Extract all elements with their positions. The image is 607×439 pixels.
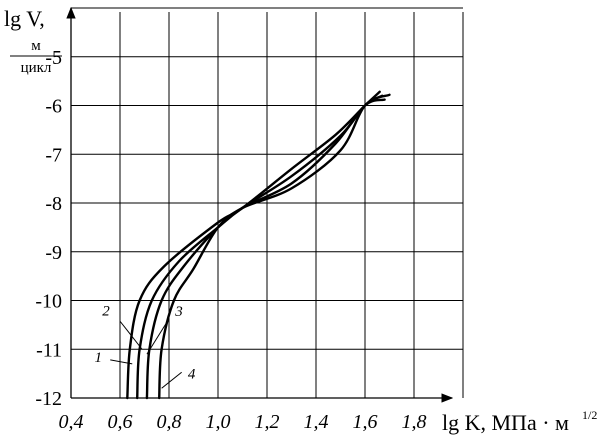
y-axis-unit-top: м [31, 38, 41, 54]
y-tick-label: -8 [45, 193, 62, 215]
y-tick-label: -11 [36, 339, 62, 361]
curve-2 [136, 94, 384, 400]
x-tick-label: 1,2 [255, 411, 280, 433]
curve-4 [158, 93, 391, 400]
tick-labels: -5 -6 -7 -8 -9 -10 -11 -120,4 0,6 0,8 1,0 1,2 1,4 1,6… [35, 47, 426, 433]
curve-label-leader [161, 371, 182, 389]
x-tick-label: 1,6 [353, 411, 378, 433]
y-tick-label: -5 [45, 47, 62, 69]
curve-labels: 1 2 3 4 [95, 303, 196, 389]
x-tick-label: 1,4 [304, 411, 329, 433]
x-axis-label-exponent: 1/2 [582, 408, 597, 422]
x-tick-label: 0,6 [108, 411, 133, 433]
curve-label-leader [110, 359, 133, 365]
y-tick-label: -9 [45, 242, 62, 264]
x-axis-label: lg K, МПа · м [442, 410, 569, 435]
curve-label-leader [119, 320, 143, 350]
y-tick-label: -12 [35, 388, 62, 410]
y-axis-label: lg V, [4, 6, 45, 31]
y-axis-unit-bottom: цикл [21, 60, 52, 76]
y-tick-label: -6 [45, 96, 62, 118]
y-tick-label: -7 [45, 144, 62, 166]
grid [71, 7, 464, 398]
x-tick-label: 1,0 [206, 411, 231, 433]
curve-label: 3 [174, 304, 183, 320]
curves [126, 90, 391, 400]
x-tick-label: 1,8 [402, 411, 427, 433]
y-tick-label: -10 [35, 291, 62, 313]
curve-label: 1 [95, 350, 103, 366]
x-tick-label: 0,8 [157, 411, 182, 433]
curve-label: 2 [102, 303, 110, 319]
curve-label-leader [146, 321, 168, 355]
x-tick-label: 0,4 [59, 411, 84, 433]
curve-label: 4 [188, 366, 196, 382]
